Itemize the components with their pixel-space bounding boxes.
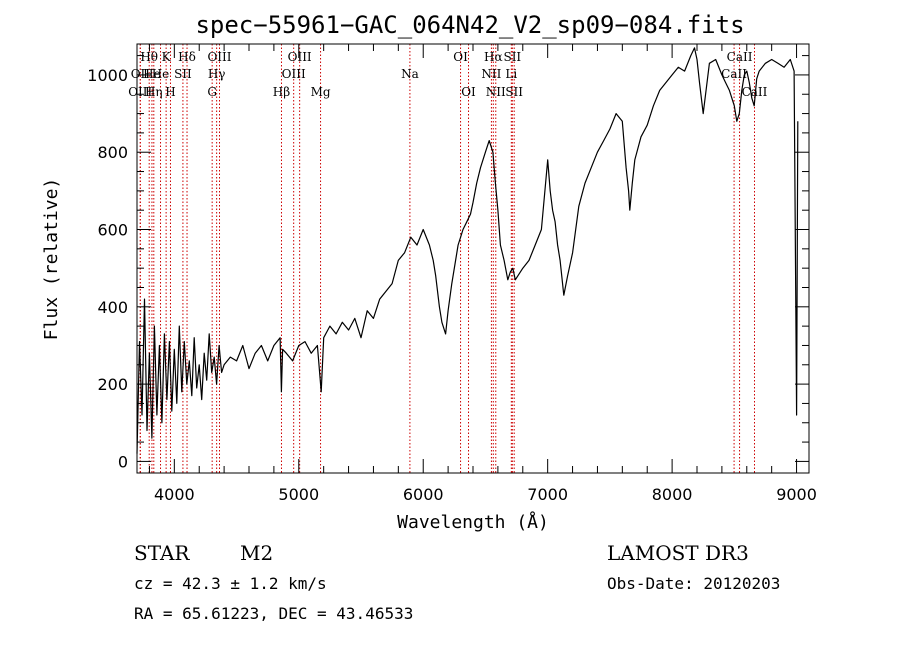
- line-marker-label: Hβ: [273, 85, 290, 99]
- line-marker-label: Mg: [311, 85, 331, 99]
- line-marker-label: He: [143, 67, 161, 81]
- line-marker-label: NII: [486, 85, 506, 99]
- survey-name: LAMOST DR3: [607, 541, 749, 565]
- line-marker-label: SII: [503, 50, 521, 64]
- line-marker-label: Li: [505, 67, 517, 81]
- line-marker-label: CaII: [727, 50, 753, 64]
- line-marker-label: OII: [131, 67, 151, 81]
- line-marker-label: NII: [481, 67, 501, 81]
- line-marker-label: Hα: [484, 50, 503, 64]
- x-axis-ticks: 4000 5000 6000 7000 8000 9000: [148, 44, 817, 504]
- line-marker-label: K: [162, 50, 172, 64]
- x-tick-label: 5000: [278, 485, 319, 504]
- obs-date: Obs-Date: 20120203: [607, 574, 780, 593]
- line-marker-label: Hγ: [208, 67, 226, 81]
- coordinates: RA = 65.61223, DEC = 43.46533: [134, 604, 413, 623]
- line-marker-label: SII: [174, 67, 192, 81]
- x-tick-label: 6000: [403, 485, 444, 504]
- y-tick-label: 200: [97, 375, 128, 394]
- x-tick-label: 4000: [154, 485, 195, 504]
- x-tick-label: 7000: [527, 485, 568, 504]
- line-marker-label: Hδ: [178, 50, 196, 64]
- x-tick-label: 8000: [652, 485, 693, 504]
- chart-title: spec−55961−GAC_064N42_V2_sp09−084.fits: [195, 11, 744, 39]
- line-marker-label: H: [165, 85, 175, 99]
- line-marker-label: G: [207, 85, 217, 99]
- y-tick-label: 600: [97, 221, 128, 240]
- line-marker-label: OIII: [288, 50, 312, 64]
- y-tick-label: 800: [97, 143, 128, 162]
- redshift-readout: cz = 42.3 ± 1.2 km/s: [134, 574, 327, 593]
- line-marker-label: SII: [505, 85, 523, 99]
- y-tick-label: 1000: [87, 66, 128, 85]
- y-axis-ticks: 0 200 400 600 800 1000: [87, 55, 809, 471]
- line-marker-label: Hη: [145, 85, 163, 99]
- line-marker-label: He: [152, 67, 170, 81]
- line-marker-label: OI: [453, 50, 468, 64]
- line-marker-label: Hθ: [140, 50, 158, 64]
- x-tick-label: 9000: [776, 485, 817, 504]
- line-marker-label: Na: [401, 67, 419, 81]
- x-axis-label: Wavelength (Å): [397, 511, 549, 533]
- line-marker-label: OIII: [128, 85, 152, 99]
- spectrum-line: [136, 47, 799, 454]
- line-marker-layer: [139, 44, 755, 473]
- spectral-subclass: M2: [240, 541, 273, 565]
- line-marker-label: CaII: [742, 85, 768, 99]
- line-marker-label: CaII: [721, 67, 747, 81]
- y-tick-label: 0: [118, 452, 128, 471]
- series-layer: [136, 47, 799, 454]
- y-axis-label: Flux (relative): [41, 178, 62, 341]
- line-marker-label: OI: [461, 85, 476, 99]
- line-marker-label: OIII: [282, 67, 306, 81]
- object-type: STAR: [134, 541, 190, 565]
- y-tick-label: 400: [97, 298, 128, 317]
- line-marker-label: OIII: [207, 50, 231, 64]
